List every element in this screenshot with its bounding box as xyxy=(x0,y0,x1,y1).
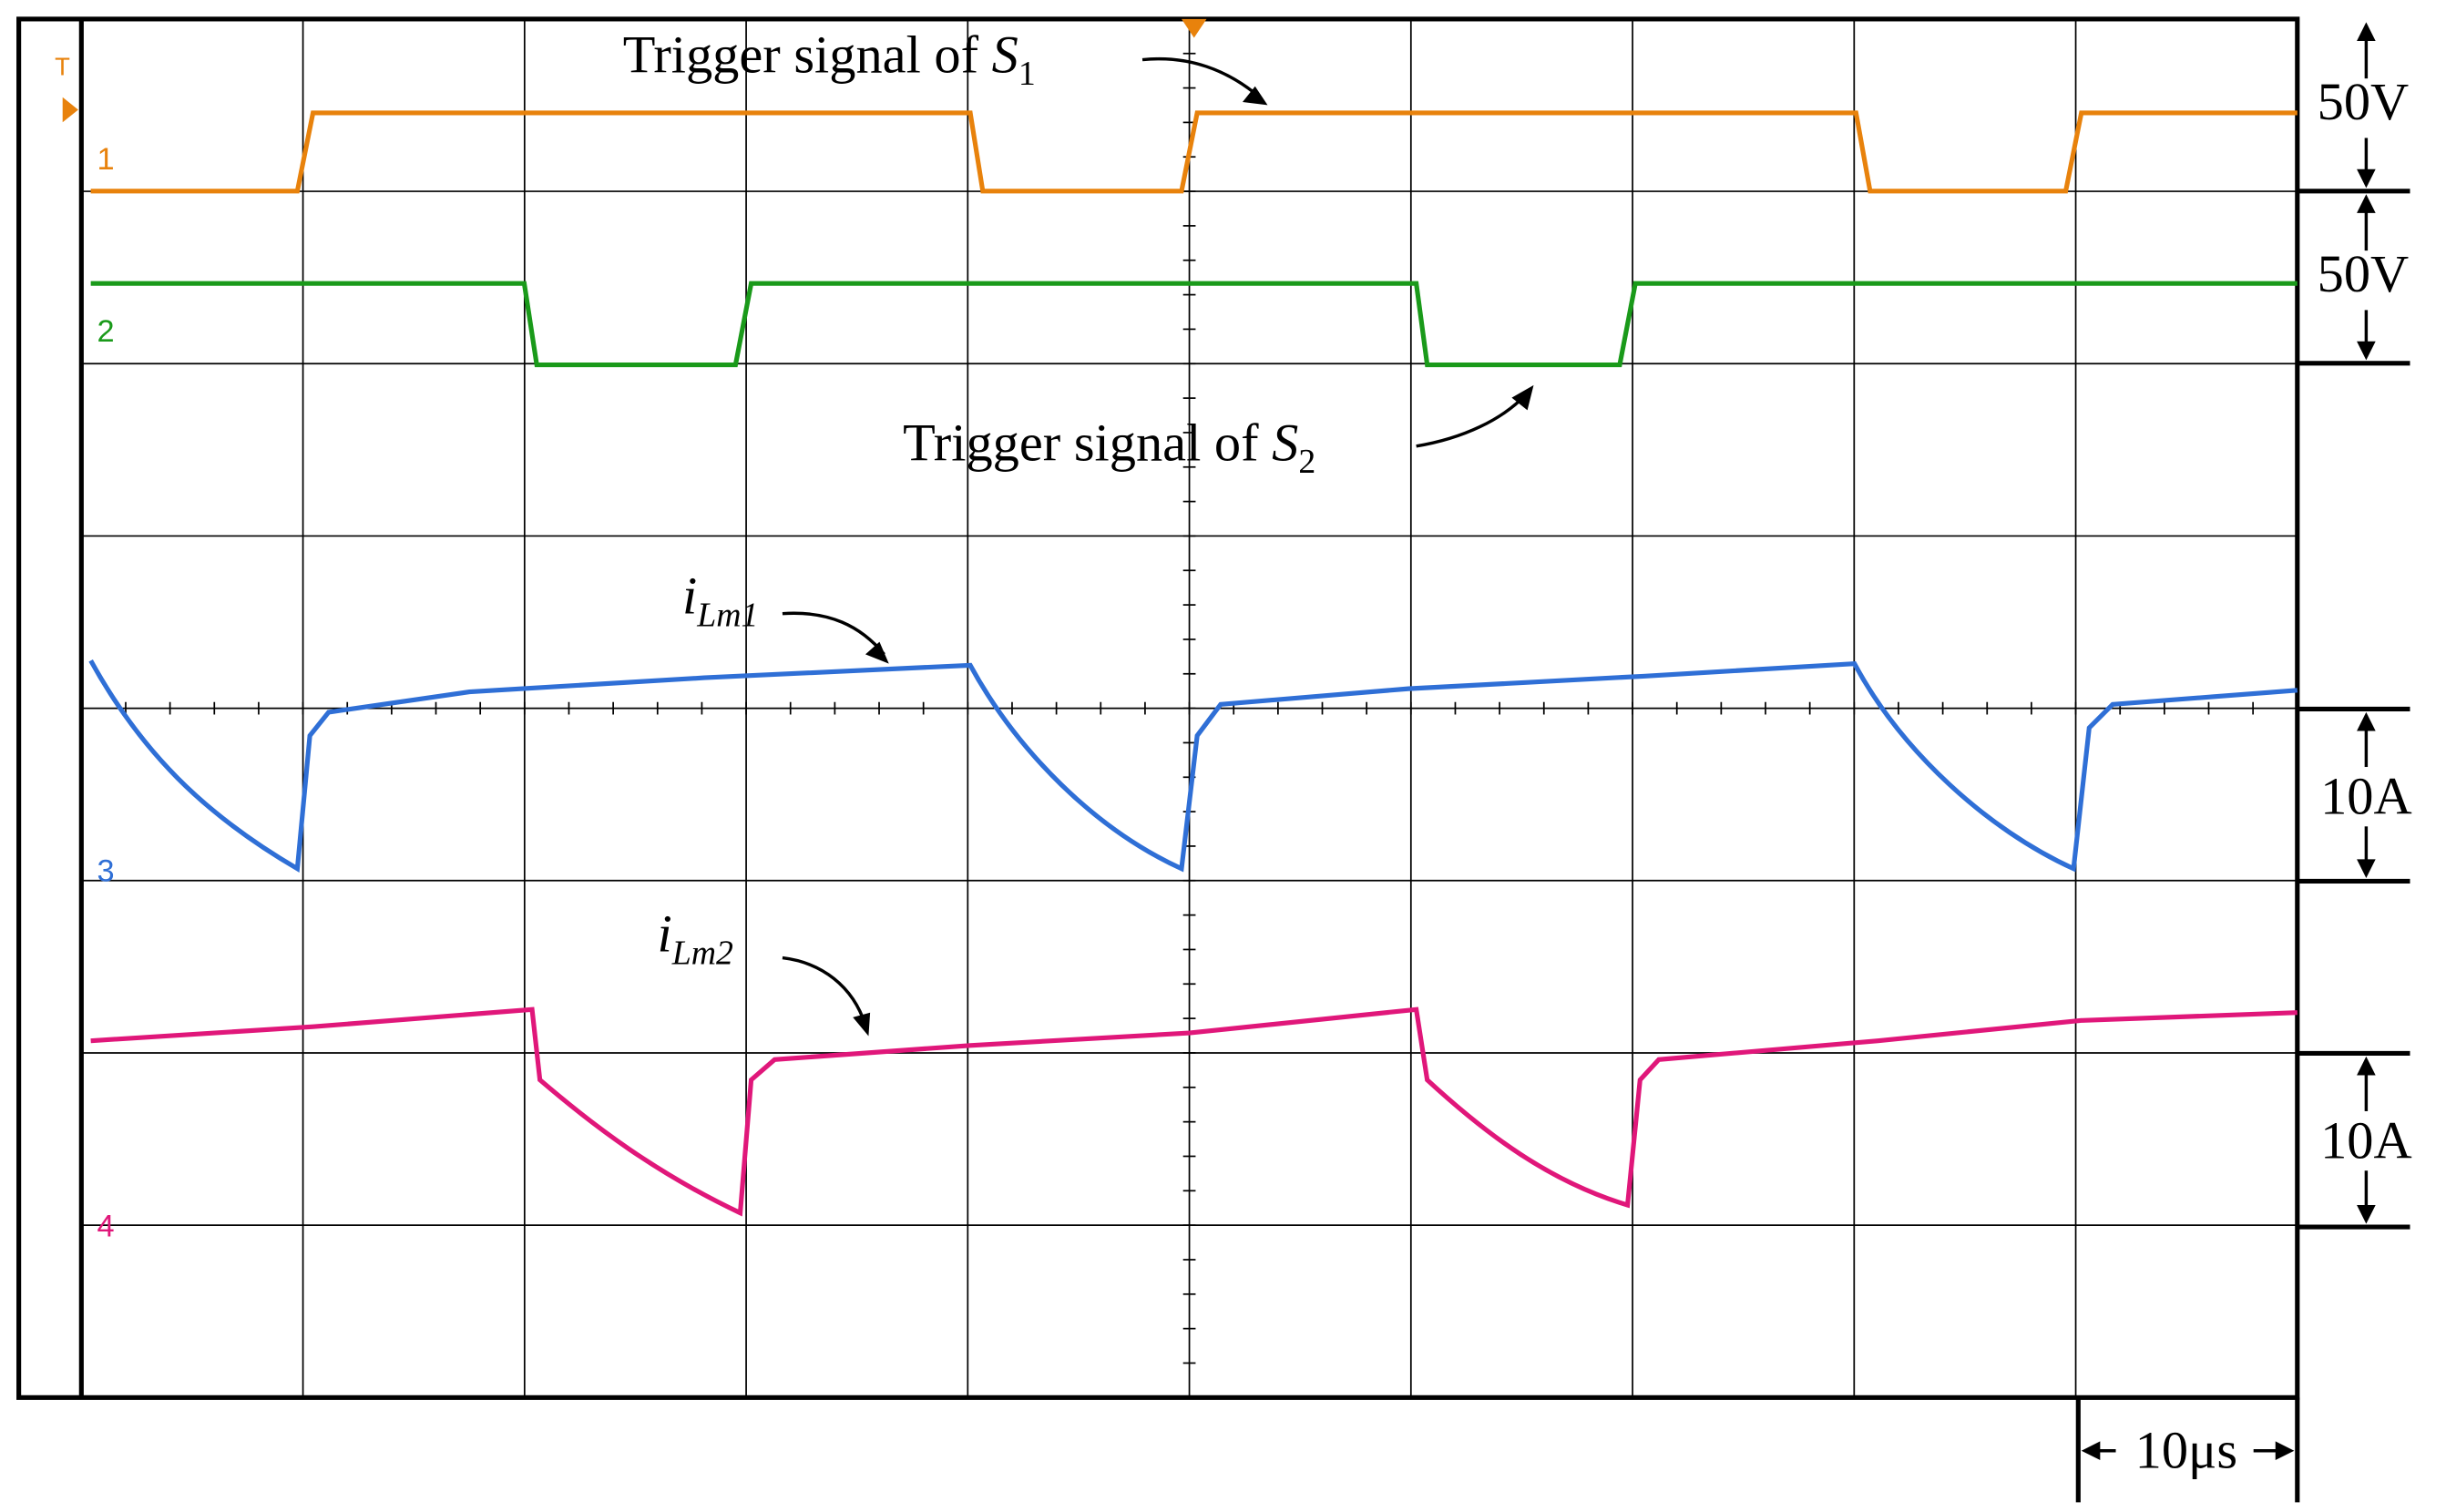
channel-3-trace xyxy=(88,659,2298,873)
scale-markers xyxy=(2075,25,2410,1503)
scale-label: 50V xyxy=(2318,72,2410,131)
scale-label: 50V xyxy=(2318,244,2410,303)
annotation: iLm1 xyxy=(682,567,758,635)
channel-2-trace xyxy=(90,281,2298,368)
scale-label: 10A xyxy=(2320,767,2412,826)
channel-label: 3 xyxy=(97,853,115,888)
channel-4-trace xyxy=(90,1006,2298,1217)
annotation-arrows xyxy=(782,57,1528,1026)
channel-label: 4 xyxy=(97,1209,115,1243)
channel-label: 1 xyxy=(97,142,115,177)
scale-arrowheads xyxy=(2081,22,2376,1461)
grid xyxy=(80,18,2298,1399)
annotation: Trigger signal of S1 xyxy=(623,25,1036,93)
channel-markers: T 1 2 3 4 xyxy=(55,18,1207,1243)
channel-label: 2 xyxy=(97,314,115,349)
annotation: iLm2 xyxy=(657,904,733,973)
annotation: Trigger signal of S2 xyxy=(903,413,1315,481)
scale-label: 10A xyxy=(2320,1110,2412,1170)
trigger-marker: T xyxy=(55,53,70,81)
channel-1-trace xyxy=(90,110,2298,194)
waveforms xyxy=(88,110,2298,1217)
annotation-arrowheads xyxy=(853,86,1534,1037)
scale-label: 10μs xyxy=(2135,1421,2237,1480)
